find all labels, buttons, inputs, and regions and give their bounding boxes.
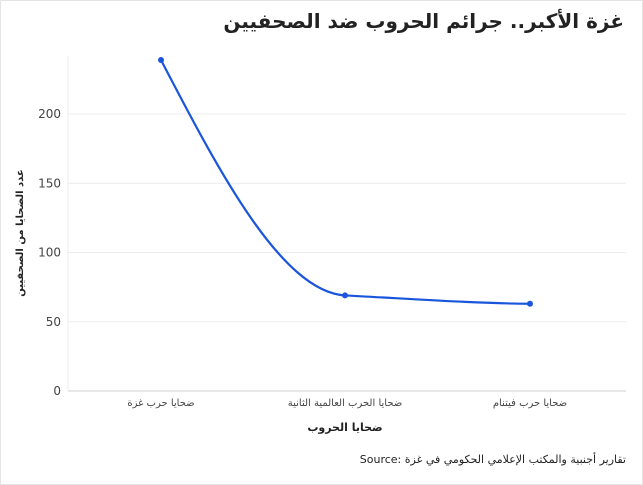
data-point (342, 292, 348, 299)
y-tick-label: 200 (38, 107, 61, 121)
y-tick-label: 100 (38, 246, 61, 260)
x-axis-label: ضحايا الحروب (307, 421, 382, 434)
y-tick-labels: 0 50 100 150 200 (38, 107, 61, 398)
data-point (527, 300, 533, 307)
data-point (158, 56, 164, 63)
grid-lines (67, 56, 626, 392)
data-points (158, 56, 533, 307)
y-tick-label: 0 (53, 384, 61, 398)
x-tick-labels: ضحايا حرب غزة ضحايا الحرب العالمية الثاني… (127, 398, 567, 409)
chart-title: غزة الأكبر.. جرائم الحروب ضد الصحفيين (223, 9, 624, 33)
y-tick-label: 150 (38, 176, 61, 190)
y-tick-label: 50 (46, 315, 61, 329)
source-note: Source: تقارير أجنبية والمكتب الإعلامي ا… (359, 453, 626, 466)
y-axis-label: عدد الضحايا من الصحفيين (15, 169, 26, 297)
x-tick-label: ضحايا حرب غزة (127, 398, 194, 409)
series-line (160, 59, 531, 305)
x-tick-label: ضحايا حرب فيتنام (493, 398, 567, 409)
x-tick-label: ضحايا الحرب العالمية الثانية (288, 398, 403, 409)
